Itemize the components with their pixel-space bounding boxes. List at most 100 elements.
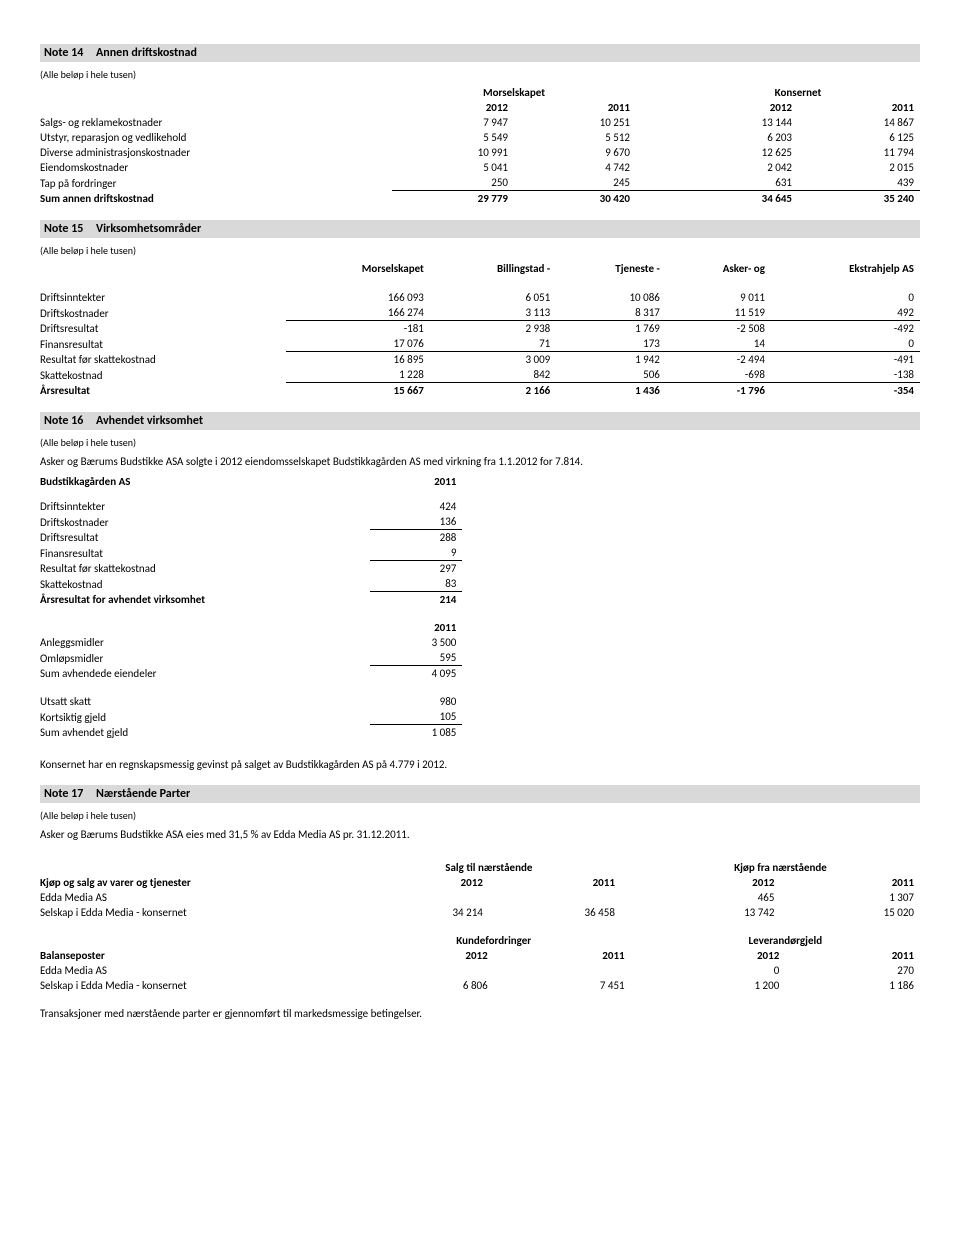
note14-group-left: Morselskapet — [392, 85, 636, 100]
note14-sum-label: Sum annen driftskostnad — [40, 191, 392, 207]
note16-t1-hlabel: Budstikkagården AS — [40, 474, 370, 489]
table-cell: 4 742 — [514, 160, 636, 175]
table-cell: 465 — [641, 890, 781, 905]
table-cell: 595 — [370, 650, 462, 666]
note15-c0: Morselskapet — [286, 261, 429, 276]
note14-y3: 2011 — [798, 100, 920, 115]
note15-num: Note 15 — [44, 222, 83, 236]
table-row-label: Driftsresultat — [40, 321, 286, 337]
table-cell: 5 041 — [392, 160, 514, 175]
table-cell: 9 — [370, 545, 462, 561]
table-cell: 6 203 — [676, 130, 798, 145]
note16-header: Note 16 Avhendet virksomhet — [40, 412, 920, 430]
table-cell: 8 317 — [556, 305, 666, 321]
note16-num: Note 16 — [44, 414, 83, 428]
table-cell: 245 — [514, 175, 636, 191]
table-cell: 270 — [785, 963, 920, 978]
table-cell: 7 451 — [494, 978, 631, 993]
note17-b2-y2: 2012 — [651, 948, 786, 963]
table-cell: 288 — [370, 530, 462, 546]
table-cell: 15 020 — [780, 905, 920, 920]
table-cell: 1 436 — [556, 383, 666, 399]
table-cell: 0 — [771, 336, 920, 352]
note14-sum-0: 29 779 — [392, 191, 514, 207]
table-row-label: Diverse administrasjonskostnader — [40, 145, 392, 160]
table-row-label: Driftskostnader — [40, 305, 286, 321]
note15-c3: Asker- og — [666, 261, 771, 276]
table-cell: 11 794 — [798, 145, 920, 160]
table-row-label: Kortsiktig gjeld — [40, 709, 370, 725]
table-cell: 980 — [370, 694, 462, 709]
table-row-label: Utsatt skatt — [40, 694, 370, 709]
table-row-label: Skattekostnad — [40, 367, 286, 383]
note14-sub: (Alle beløp i hele tusen) — [40, 68, 920, 81]
table-cell: 4 095 — [370, 666, 462, 682]
table-cell: 166 274 — [286, 305, 429, 321]
table-cell: 34 214 — [357, 905, 489, 920]
table-row-label: Eiendomskostnader — [40, 160, 392, 175]
table-cell: 173 — [556, 336, 666, 352]
table-cell: 17 076 — [286, 336, 429, 352]
table-cell: 842 — [430, 367, 556, 383]
note14-sum-1: 30 420 — [514, 191, 636, 207]
note17-b1-rowlabel: Kjøp og salg av varer og tjenester — [40, 875, 357, 890]
table-cell: 10 086 — [556, 290, 666, 305]
note14-y2: 2012 — [676, 100, 798, 115]
table-row-label: Resultat før skattekostnad — [40, 352, 286, 368]
note16-title: Avhendet virksomhet — [96, 414, 203, 428]
note14-num: Note 14 — [44, 46, 83, 60]
note17-header: Note 17 Nærstående Parter — [40, 785, 920, 803]
table-row-label: Driftskostnader — [40, 514, 370, 530]
table-cell — [489, 890, 621, 905]
table-cell: 9 670 — [514, 145, 636, 160]
table-cell: -138 — [771, 367, 920, 383]
note17-b1-y1: 2011 — [489, 875, 621, 890]
table-cell: 7 947 — [392, 115, 514, 130]
table-cell: -698 — [666, 367, 771, 383]
note14-sum-2: 34 645 — [676, 191, 798, 207]
note16-gain: Konsernet har en regnskapsmessig gevinst… — [40, 758, 920, 771]
note14-sum-3: 35 240 — [798, 191, 920, 207]
table-cell: 136 — [370, 514, 462, 530]
table-row-label: Selskap i Edda Media - konsernet — [40, 978, 357, 993]
table-cell: 1 200 — [651, 978, 786, 993]
note16-t3: Utsatt skatt980Kortsiktig gjeld105Sum av… — [40, 694, 462, 740]
note15-title: Virksomhetsområder — [96, 222, 201, 236]
table-cell: 13 742 — [641, 905, 781, 920]
table-cell: 2 042 — [676, 160, 798, 175]
table-cell: 0 — [651, 963, 786, 978]
table-cell: 506 — [556, 367, 666, 383]
note16-t1-hyear: 2011 — [370, 474, 462, 489]
table-row-label: Anleggsmidler — [40, 635, 370, 650]
table-cell: 1 085 — [370, 725, 462, 741]
table-row-label: Finansresultat — [40, 336, 286, 352]
table-cell: 5 512 — [514, 130, 636, 145]
note15-c2: Tjeneste - — [556, 261, 666, 276]
table-row-label: Edda Media AS — [40, 890, 357, 905]
note15-sub: (Alle beløp i hele tusen) — [40, 244, 920, 257]
note14-header: Note 14 Annen driftskostnad — [40, 44, 920, 62]
note14-title: Annen driftskostnad — [96, 46, 197, 60]
table-cell — [357, 963, 494, 978]
table-row-label: Salgs- og reklamekostnader — [40, 115, 392, 130]
table-cell: 6 125 — [798, 130, 920, 145]
table-row-label: Årsresultat for avhendet virksomhet — [40, 592, 370, 608]
note14-y1: 2011 — [514, 100, 636, 115]
table-cell: 1 942 — [556, 352, 666, 368]
table-row-label: Driftsinntekter — [40, 290, 286, 305]
note15-c1: Billingstad - — [430, 261, 556, 276]
note17-b2-rowlabel: Balanseposter — [40, 948, 357, 963]
table-cell: 83 — [370, 576, 462, 592]
table-cell: 105 — [370, 709, 462, 725]
table-cell: 2 166 — [430, 383, 556, 399]
table-cell: 2 015 — [798, 160, 920, 175]
table-cell: -181 — [286, 321, 429, 337]
table-cell: 424 — [370, 499, 462, 514]
note17-b2-gl: Kundefordringer — [357, 933, 631, 948]
note15-header: Note 15 Virksomhetsområder — [40, 220, 920, 238]
table-cell: 1 228 — [286, 367, 429, 383]
table-cell: 214 — [370, 592, 462, 608]
table-cell: 10 251 — [514, 115, 636, 130]
note15-table: Morselskapet Billingstad - Tjeneste - As… — [40, 261, 920, 398]
table-row-label: Skattekostnad — [40, 576, 370, 592]
